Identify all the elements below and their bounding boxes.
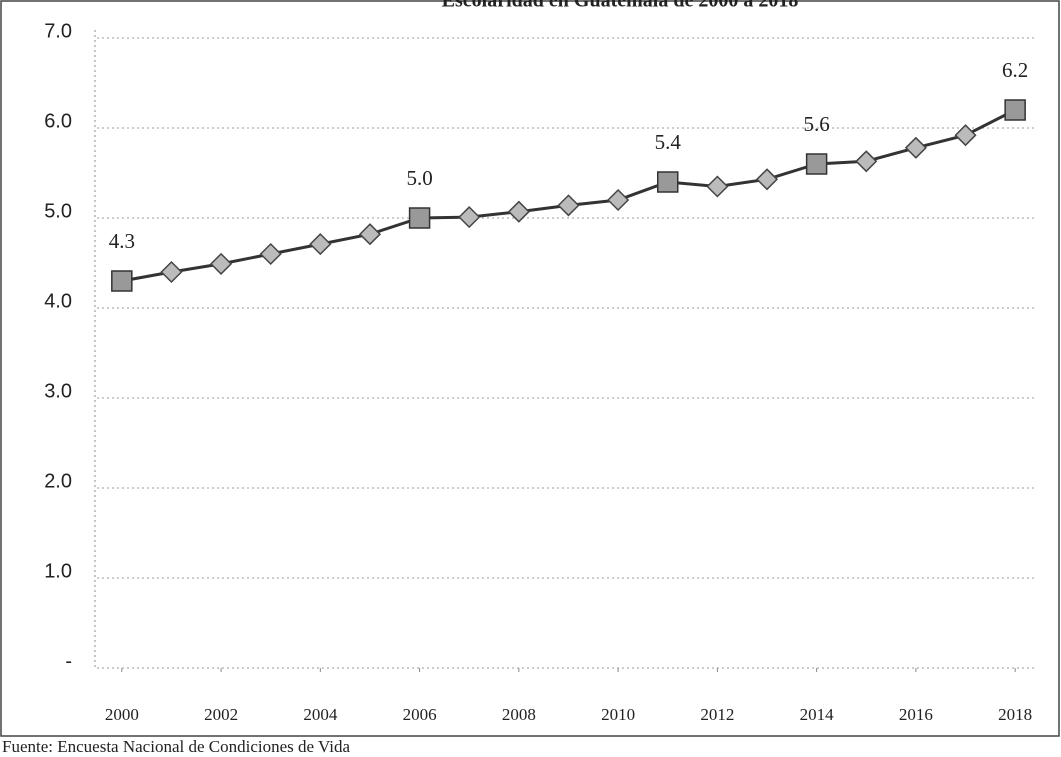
marker-diamond	[607, 188, 630, 212]
y-tick-label: 2.0	[44, 470, 72, 492]
marker-diamond	[557, 194, 580, 217]
marker-diamond	[458, 206, 481, 229]
marker-diamond	[855, 150, 878, 173]
data-label: 4.3	[109, 229, 135, 253]
x-tick-label: 2014	[800, 705, 835, 724]
y-tick-label: 4.0	[44, 290, 72, 312]
y-tick-label: 1.0	[44, 560, 72, 582]
marker-diamond	[259, 242, 282, 266]
y-tick-label: 6.0	[44, 110, 72, 132]
chart-title: Escolaridad en Guatemala de 2000 a 2018	[442, 0, 799, 12]
marker-square	[408, 207, 431, 229]
marker-square	[656, 171, 679, 193]
frame	[0, 0, 1060, 737]
x-tick-label: 2000	[105, 705, 139, 724]
data-label: 5.4	[655, 130, 682, 154]
data-label: 5.0	[406, 166, 432, 190]
x-tick-label: 2004	[303, 705, 338, 724]
marker-square	[1004, 99, 1026, 121]
marker-diamond	[507, 200, 530, 223]
x-tick-label: 2012	[700, 705, 734, 724]
marker-diamond	[160, 260, 183, 284]
marker-diamond	[904, 136, 927, 159]
x-tick-label: 2018	[998, 705, 1032, 724]
y-tick-label: 3.0	[44, 380, 72, 402]
y-tick-label: -	[65, 650, 72, 672]
source-note: Fuente: Encuesta Nacional de Condiciones…	[2, 737, 350, 756]
y-tick-label: 7.0	[44, 20, 72, 42]
marker-square	[111, 270, 133, 292]
marker-diamond	[210, 252, 233, 275]
x-tick-label: 2010	[601, 705, 635, 724]
y-tick-label: 5.0	[44, 200, 72, 222]
marker-diamond	[954, 124, 977, 147]
x-tick-label: 2006	[403, 705, 437, 724]
data-label: 6.2	[1002, 58, 1028, 82]
data-label: 5.6	[804, 112, 830, 136]
marker-square	[805, 153, 828, 175]
marker-diamond	[755, 168, 779, 191]
marker-diamond	[358, 223, 382, 246]
marker-diamond	[706, 175, 729, 198]
marker-diamond	[309, 233, 332, 256]
x-tick-label: 2002	[204, 705, 238, 724]
x-tick-label: 2008	[502, 705, 536, 724]
x-tick-label: 2016	[899, 705, 933, 724]
